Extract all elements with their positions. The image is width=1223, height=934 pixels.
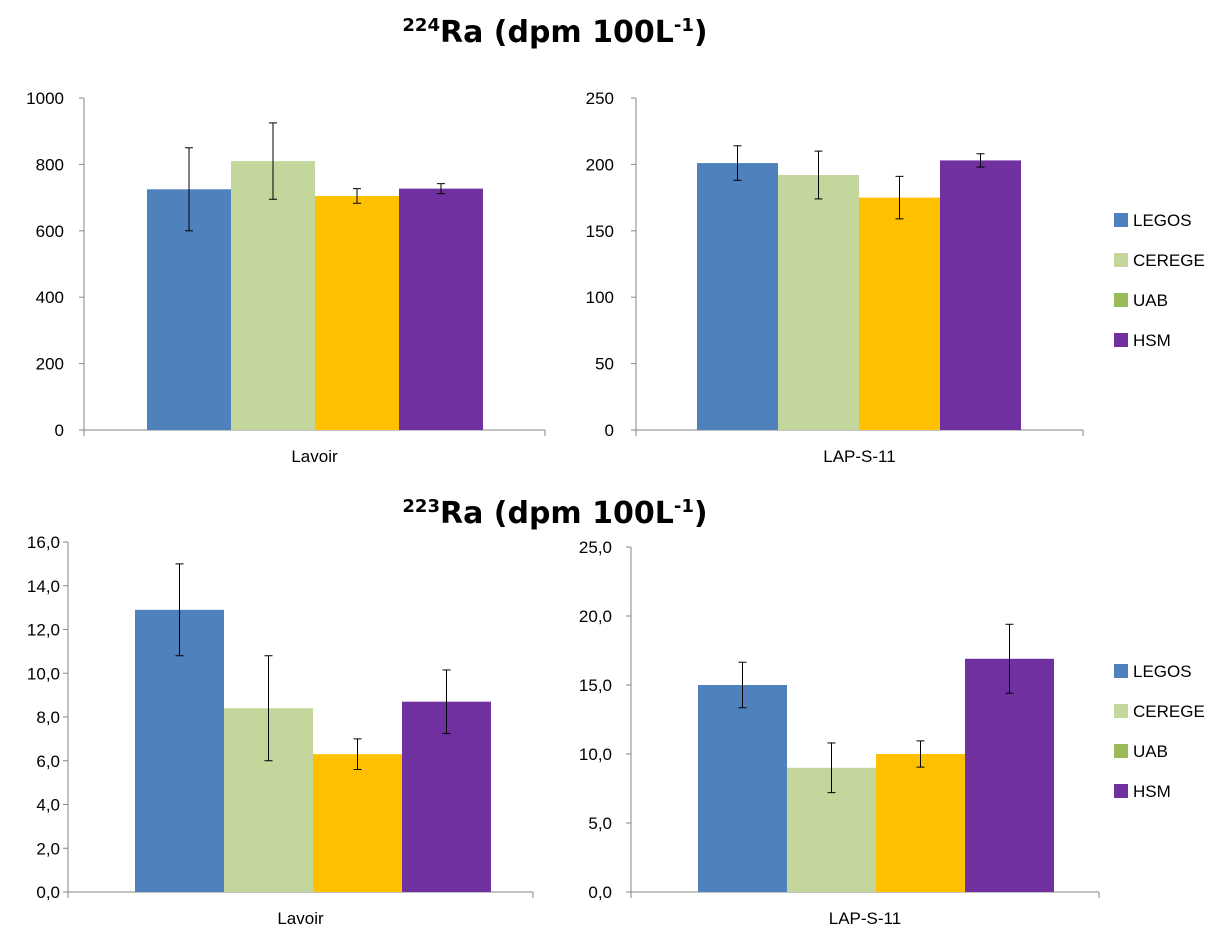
y-tick-label: 250 (586, 89, 614, 108)
y-tick-label: 0,0 (36, 883, 60, 902)
legend-swatch-legos (1114, 213, 1128, 227)
y-tick-label: 50 (595, 355, 614, 374)
y-tick-label: 25,0 (579, 538, 612, 557)
y-tick-label: 16,0 (27, 533, 60, 552)
legend-swatch-hsm (1114, 333, 1128, 347)
chart-panel-2: 0,0 2,0 4,0 6,0 8,0 10,0 12,0 14,0 16,0 Lavoir (27, 533, 534, 928)
y-tick-label: 0,0 (588, 883, 612, 902)
title-224ra-main: Ra (dpm 100L (440, 15, 674, 50)
legend-swatch-legos (1114, 664, 1128, 678)
legend-swatch-cerege (1114, 704, 1128, 718)
y-tick-label: 0 (55, 421, 64, 440)
y-tick-label: 4,0 (36, 796, 60, 815)
bar-uab (876, 754, 965, 892)
y-tick-label: 800 (36, 155, 64, 174)
title-223ra-unit-exp: -1 (674, 496, 694, 517)
y-tick-label: 15,0 (579, 676, 612, 695)
charts-layer: 0 200 400 600 800 1000 Lavoir 0 50 100 150 200 250 LA… (26, 89, 1100, 928)
title-224ra-isotope: 224 (402, 15, 440, 36)
category-label: LAP-S-11 (829, 909, 901, 928)
bar-uab (859, 197, 940, 430)
y-tick-label: 12,0 (27, 621, 60, 640)
y-tick-label: 2,0 (36, 839, 60, 858)
title-224ra-close: ) (694, 15, 708, 50)
legend-1: LEGOS CEREGE UAB HSM (1114, 662, 1205, 801)
legend-label-uab: UAB (1133, 742, 1168, 761)
y-tick-label: 5,0 (588, 814, 612, 833)
bar-legos (135, 609, 224, 892)
legends-layer: LEGOS CEREGE UAB HSM LEGOS CEREGE UAB HSM (1114, 211, 1205, 801)
legend-label-legos: LEGOS (1133, 662, 1192, 681)
bar-uab (315, 195, 399, 430)
y-tick-label: 150 (586, 222, 614, 241)
chart-panel-1: 0 50 100 150 200 250 LAP-S-11 (586, 89, 1084, 466)
category-label: LAP-S-11 (823, 447, 895, 466)
bar-hsm (940, 160, 1021, 430)
legend-label-hsm: HSM (1133, 782, 1171, 801)
y-tick-label: 100 (586, 288, 614, 307)
bar-cerege (778, 175, 859, 430)
bar-hsm (965, 658, 1054, 892)
legend-0: LEGOS CEREGE UAB HSM (1114, 211, 1205, 350)
y-tick-label: 8,0 (36, 708, 60, 727)
bar-uab (313, 754, 402, 892)
y-tick-label: 10,0 (579, 745, 612, 764)
legend-swatch-hsm (1114, 784, 1128, 798)
legend-label-legos: LEGOS (1133, 211, 1192, 230)
legend-swatch-uab (1114, 744, 1128, 758)
y-tick-label: 400 (36, 288, 64, 307)
chart-panel-0: 0 200 400 600 800 1000 Lavoir (26, 89, 546, 466)
y-tick-label: 1000 (26, 89, 64, 108)
bar-legos (697, 163, 778, 430)
title-224ra-unit-exp: -1 (674, 15, 694, 36)
title-223ra-main: Ra (dpm 100L (440, 496, 674, 531)
y-tick-label: 200 (586, 155, 614, 174)
y-tick-label: 200 (36, 355, 64, 374)
legend-label-uab: UAB (1133, 291, 1168, 310)
category-label: Lavoir (277, 909, 324, 928)
y-tick-label: 6,0 (36, 752, 60, 771)
y-tick-label: 10,0 (27, 664, 60, 683)
legend-label-cerege: CEREGE (1133, 251, 1205, 270)
title-223ra-isotope: 223 (402, 496, 440, 517)
legend-label-hsm: HSM (1133, 331, 1171, 350)
category-label: Lavoir (291, 447, 338, 466)
y-tick-label: 0 (605, 421, 614, 440)
y-tick-label: 20,0 (579, 607, 612, 626)
bar-legos (698, 685, 787, 892)
bar-hsm (399, 188, 483, 430)
title-223ra: 223Ra (dpm 100L-1) (402, 496, 707, 531)
title-223ra-close: ) (694, 496, 708, 531)
title-224ra: 224Ra (dpm 100L-1) (402, 15, 707, 50)
legend-swatch-uab (1114, 293, 1128, 307)
y-tick-label: 600 (36, 222, 64, 241)
chart-panel-3: 0,0 5,0 10,0 15,0 20,0 25,0 LAP-S-11 (579, 538, 1100, 928)
legend-swatch-cerege (1114, 253, 1128, 267)
y-tick-label: 14,0 (27, 577, 60, 596)
legend-label-cerege: CEREGE (1133, 702, 1205, 721)
bar-cerege (231, 161, 315, 430)
